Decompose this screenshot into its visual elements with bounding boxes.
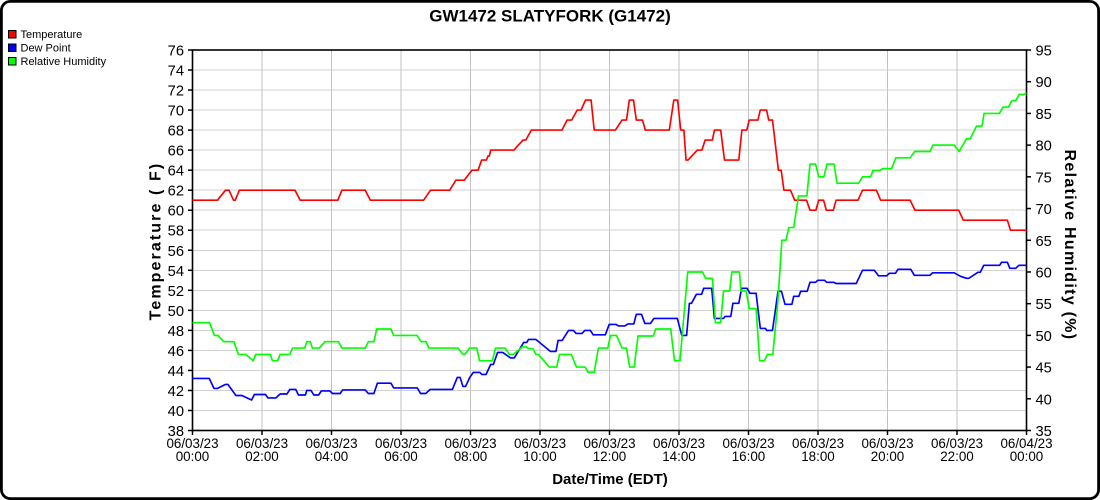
svg-text:GW1472 SLATYFORK (G1472): GW1472 SLATYFORK (G1472) (429, 7, 671, 26)
svg-text:74: 74 (168, 64, 184, 80)
svg-text:06:00: 06:00 (384, 449, 418, 464)
svg-text:08:00: 08:00 (454, 449, 488, 464)
svg-text:75: 75 (1036, 170, 1052, 186)
svg-text:62: 62 (168, 184, 184, 200)
svg-text:06/03/23: 06/03/23 (583, 436, 635, 451)
svg-text:90: 90 (1036, 75, 1052, 91)
svg-text:Temperature ( F): Temperature ( F) (148, 162, 165, 321)
svg-text:35: 35 (1036, 424, 1052, 440)
svg-text:06/03/23: 06/03/23 (375, 436, 427, 451)
svg-text:14:00: 14:00 (662, 449, 696, 464)
svg-text:06/03/23: 06/03/23 (166, 436, 218, 451)
svg-text:56: 56 (168, 244, 184, 260)
svg-text:12:00: 12:00 (593, 449, 627, 464)
svg-text:Relative Humidity (%): Relative Humidity (%) (1061, 150, 1078, 341)
svg-text:22:00: 22:00 (940, 449, 974, 464)
svg-text:Relative Humidity: Relative Humidity (21, 56, 107, 68)
svg-text:45: 45 (1036, 361, 1052, 377)
svg-text:06/03/23: 06/03/23 (444, 436, 496, 451)
svg-text:54: 54 (168, 264, 184, 280)
svg-text:06/03/23: 06/03/23 (792, 436, 844, 451)
svg-text:00:00: 00:00 (176, 449, 210, 464)
svg-text:64: 64 (168, 164, 184, 180)
svg-text:06/03/23: 06/03/23 (861, 436, 913, 451)
svg-text:72: 72 (168, 84, 184, 100)
svg-text:02:00: 02:00 (245, 449, 279, 464)
svg-text:42: 42 (168, 384, 184, 400)
svg-text:44: 44 (168, 364, 184, 380)
svg-text:04:00: 04:00 (315, 449, 349, 464)
svg-text:00:00: 00:00 (1010, 449, 1044, 464)
svg-text:06/03/23: 06/03/23 (305, 436, 357, 451)
svg-text:55: 55 (1036, 297, 1052, 313)
svg-text:Temperature: Temperature (21, 29, 83, 41)
svg-text:06/03/23: 06/03/23 (514, 436, 566, 451)
svg-text:70: 70 (168, 104, 184, 120)
svg-text:38: 38 (168, 424, 184, 440)
svg-text:40: 40 (168, 404, 184, 420)
svg-text:06/03/23: 06/03/23 (722, 436, 774, 451)
svg-text:66: 66 (168, 144, 184, 160)
svg-text:06/03/23: 06/03/23 (236, 436, 288, 451)
svg-text:06/04/23: 06/04/23 (1000, 436, 1052, 451)
svg-text:58: 58 (168, 224, 184, 240)
svg-text:18:00: 18:00 (801, 449, 835, 464)
svg-text:68: 68 (168, 124, 184, 140)
svg-text:50: 50 (168, 304, 184, 320)
svg-text:06/03/23: 06/03/23 (653, 436, 705, 451)
svg-text:50: 50 (1036, 329, 1052, 345)
svg-text:40: 40 (1036, 392, 1052, 408)
svg-text:20:00: 20:00 (871, 449, 905, 464)
svg-text:85: 85 (1036, 107, 1052, 123)
svg-text:48: 48 (168, 324, 184, 340)
svg-text:80: 80 (1036, 139, 1052, 155)
svg-text:60: 60 (1036, 265, 1052, 281)
svg-text:52: 52 (168, 284, 184, 300)
svg-text:60: 60 (168, 204, 184, 220)
svg-text:46: 46 (168, 344, 184, 360)
svg-text:10:00: 10:00 (523, 449, 557, 464)
svg-text:Date/Time (EDT): Date/Time (EDT) (552, 471, 668, 488)
svg-text:06/03/23: 06/03/23 (931, 436, 983, 451)
svg-text:Dew Point: Dew Point (21, 43, 71, 55)
svg-text:95: 95 (1036, 44, 1052, 60)
svg-text:16:00: 16:00 (732, 449, 766, 464)
svg-text:70: 70 (1036, 202, 1052, 218)
svg-text:65: 65 (1036, 234, 1052, 250)
svg-text:76: 76 (168, 44, 184, 60)
